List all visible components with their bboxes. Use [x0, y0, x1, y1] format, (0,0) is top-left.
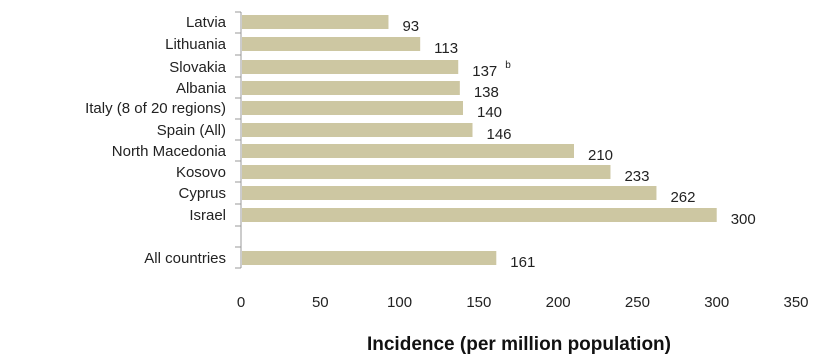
data-label: 210 [588, 147, 613, 164]
data-label: 137 [472, 63, 497, 80]
category-label: Kosovo [176, 164, 226, 181]
bar [242, 144, 574, 158]
data-label: 300 [731, 211, 756, 228]
x-tick-label: 50 [312, 294, 329, 311]
x-tick-label: 350 [783, 294, 808, 311]
category-label: Latvia [186, 14, 227, 31]
value-labels: 93 113 137 b 138 140 146 210 233 262 300 161 [402, 18, 755, 271]
data-label: 262 [670, 189, 695, 206]
category-label: Israel [189, 207, 226, 224]
bar [242, 208, 717, 222]
category-label: Italy (8 of 20 regions) [85, 100, 226, 117]
category-label: Slovakia [169, 59, 226, 76]
data-label: 140 [477, 104, 502, 121]
bar [242, 81, 460, 95]
bars [242, 15, 717, 265]
category-label: Spain (All) [157, 122, 226, 139]
x-axis-title: Incidence (per million population) [367, 334, 671, 355]
x-tick-label: 250 [625, 294, 650, 311]
data-label: 161 [510, 254, 535, 271]
category-label: North Macedonia [112, 143, 227, 160]
data-label: 93 [402, 18, 419, 35]
category-label: Cyprus [178, 185, 226, 202]
x-tick-label: 300 [704, 294, 729, 311]
bar [242, 251, 497, 265]
bar [242, 37, 421, 51]
category-label: All countries [144, 250, 226, 267]
bar [242, 165, 611, 179]
data-label: 113 [434, 40, 458, 57]
x-tick-label: 200 [546, 294, 571, 311]
data-label: 233 [624, 168, 649, 185]
footnote-marker: b [505, 60, 511, 71]
bar [242, 60, 459, 74]
bar [242, 123, 473, 137]
y-axis [235, 11, 242, 269]
bar [242, 101, 463, 115]
category-label: Lithuania [165, 36, 227, 53]
category-label: Albania [176, 80, 227, 97]
category-labels: Latvia Lithuania Slovakia Albania Italy (8 o… [85, 14, 227, 267]
x-axis: 0 50 100 150 200 250 300 350 [237, 294, 809, 311]
data-label: 138 [474, 84, 499, 101]
x-tick-label: 0 [237, 294, 245, 311]
bar [242, 186, 657, 200]
x-tick-label: 100 [387, 294, 412, 311]
bar [242, 15, 389, 29]
x-tick-label: 150 [466, 294, 491, 311]
data-label: 146 [487, 126, 512, 143]
